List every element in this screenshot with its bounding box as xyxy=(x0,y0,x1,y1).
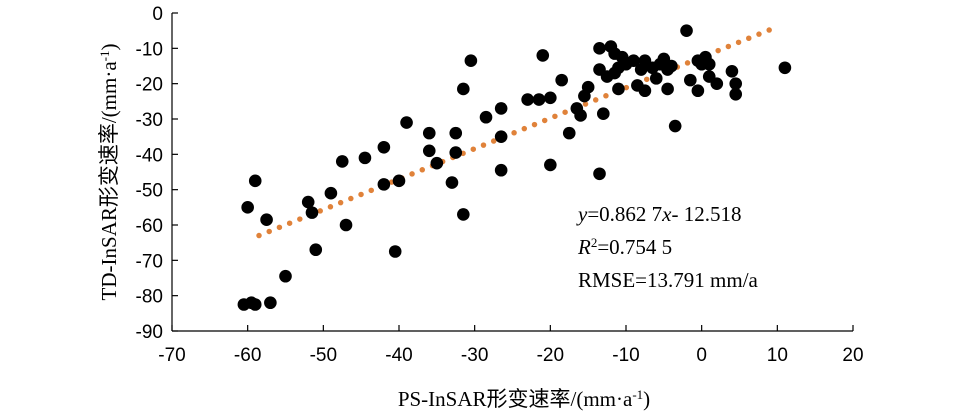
y-tick-label: -40 xyxy=(136,145,163,166)
data-point xyxy=(305,206,319,219)
y-tick-label: -10 xyxy=(136,39,163,60)
data-point xyxy=(457,82,470,96)
data-point xyxy=(264,296,277,310)
regression-annotation: y=0.862 7x- 12.518 R2=0.754 5 RMSE=13.79… xyxy=(576,202,759,292)
data-point xyxy=(358,151,372,165)
data-point xyxy=(668,119,682,133)
x-tick-label: -40 xyxy=(385,345,412,366)
axes: -70 -60 -50 -40 -30 -20 -10 0 10 20 0 -10 -20 -30 -40 -… xyxy=(136,4,864,366)
x-axis-title: PS-InSAR形变速率/(mm·a-1) xyxy=(398,387,650,412)
rmse: RMSE=13.791 mm/a xyxy=(578,268,759,292)
r-squared: R2=0.754 5 xyxy=(577,235,672,260)
data-point xyxy=(627,54,640,67)
y-tick-label: -70 xyxy=(136,251,163,272)
data-point xyxy=(377,140,391,154)
data-point xyxy=(445,176,459,189)
y-tick-label: 0 xyxy=(152,4,163,25)
data-point xyxy=(710,77,724,90)
x-tick-label: -50 xyxy=(310,345,337,366)
y-tick-label: -60 xyxy=(136,216,163,237)
data-point xyxy=(464,54,478,67)
data-point xyxy=(680,24,693,37)
x-tick-label: -70 xyxy=(158,345,185,366)
data-point xyxy=(494,102,508,115)
y-tick-label: -80 xyxy=(136,287,163,308)
data-point xyxy=(494,163,508,177)
data-point xyxy=(581,80,595,94)
data-point xyxy=(536,49,550,62)
data-point xyxy=(248,298,262,311)
data-point xyxy=(555,73,568,87)
trendline xyxy=(256,25,777,239)
data-point xyxy=(532,93,546,106)
x-tick-label: -20 xyxy=(537,345,564,366)
data-point xyxy=(661,82,674,96)
y-tick-label: -20 xyxy=(136,75,163,96)
data-point xyxy=(562,126,576,140)
data-point xyxy=(691,84,705,98)
y-tick-label: -50 xyxy=(136,181,163,202)
points-layer xyxy=(237,24,792,311)
data-point xyxy=(392,174,406,188)
trendline-layer xyxy=(256,25,777,239)
data-point xyxy=(665,59,678,73)
data-point xyxy=(597,107,610,120)
data-point xyxy=(612,82,625,96)
data-point xyxy=(457,208,470,221)
y-tick-label: -90 xyxy=(136,322,163,343)
x-tick-label: -30 xyxy=(461,345,488,366)
regression-equation: y=0.862 7x- 12.518 xyxy=(576,202,742,226)
data-point xyxy=(729,77,743,90)
data-point xyxy=(248,174,262,188)
data-point xyxy=(684,73,697,87)
data-point xyxy=(544,91,557,105)
data-point xyxy=(422,126,436,140)
x-tick-label: -60 xyxy=(234,345,261,366)
data-point xyxy=(449,146,463,159)
data-point xyxy=(449,126,463,140)
data-point xyxy=(778,61,792,75)
data-point xyxy=(725,65,739,78)
data-point xyxy=(400,116,413,129)
data-point xyxy=(479,110,493,124)
x-tick-label: 0 xyxy=(696,345,707,366)
data-point xyxy=(729,87,743,101)
y-tick-label: -30 xyxy=(136,110,163,131)
data-point xyxy=(241,201,254,214)
data-point xyxy=(301,195,315,209)
data-point xyxy=(339,218,353,232)
data-point xyxy=(309,243,323,257)
data-point xyxy=(279,269,292,283)
data-point xyxy=(574,109,587,122)
y-axis-title: TD-InSAR形变速率/(mm·a-1) xyxy=(97,44,122,301)
data-point xyxy=(494,130,508,143)
data-point xyxy=(649,72,663,85)
data-point xyxy=(638,84,652,98)
data-point xyxy=(430,156,444,170)
data-point xyxy=(377,178,391,191)
data-point xyxy=(335,155,349,168)
x-tick-label: -10 xyxy=(612,345,639,366)
data-point xyxy=(324,186,338,200)
data-point xyxy=(521,93,534,106)
data-point xyxy=(422,144,436,158)
data-point xyxy=(260,213,273,226)
data-point xyxy=(593,42,606,55)
data-point xyxy=(702,57,716,71)
x-tick-label: 20 xyxy=(842,345,863,366)
data-point xyxy=(593,167,606,181)
data-point xyxy=(388,245,402,258)
x-tick-label: 10 xyxy=(767,345,788,366)
data-point xyxy=(544,158,557,172)
